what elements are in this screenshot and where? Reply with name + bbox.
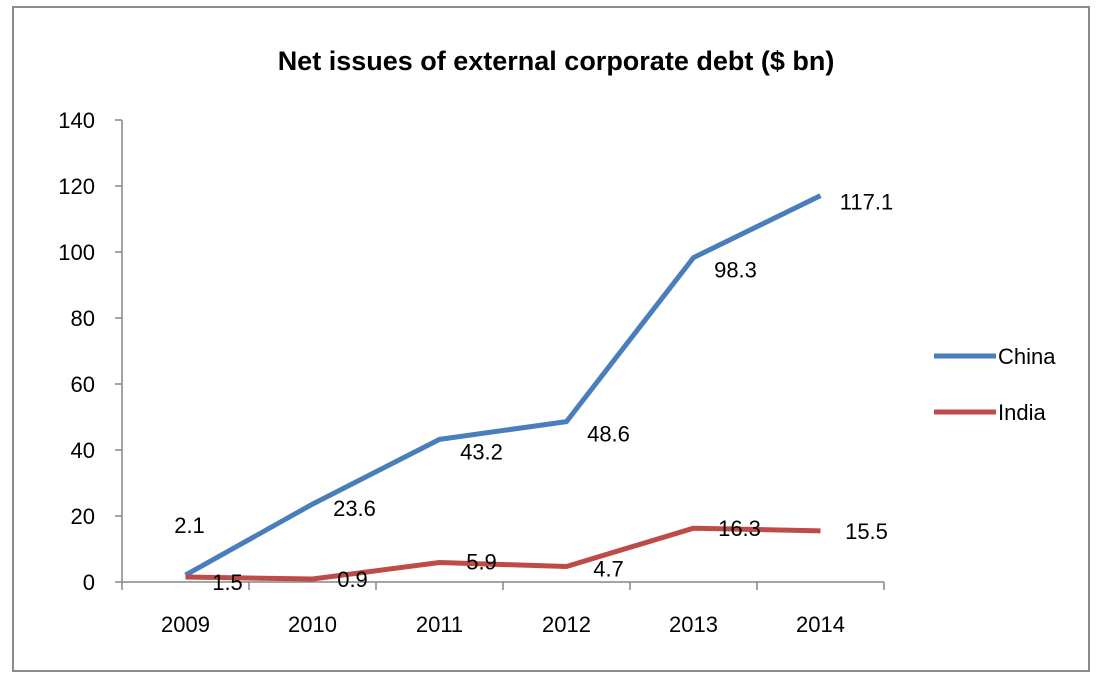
data-label-india: 15.5 xyxy=(845,519,888,544)
y-tick-label: 140 xyxy=(58,108,95,133)
data-label-china: 117.1 xyxy=(840,190,893,215)
data-label-china: 98.3 xyxy=(714,258,757,283)
chart-frame xyxy=(12,6,1090,672)
data-label-china: 48.6 xyxy=(587,422,630,447)
chart-title: Net issues of external corporate debt ($… xyxy=(278,46,835,76)
y-tick-label: 40 xyxy=(71,438,95,463)
data-label-china: 23.6 xyxy=(333,496,376,521)
data-label-india: 5.9 xyxy=(466,550,497,575)
data-label-india: 16.3 xyxy=(718,516,761,541)
legend-label-china: China xyxy=(998,344,1056,369)
chart-legend: China India xyxy=(934,344,1056,425)
x-tick-label: 2013 xyxy=(669,612,718,637)
data-labels-layer: 2.1 23.6 43.2 48.6 98.3 117.1 1.5 0.9 5.9 4.7 16.3… xyxy=(174,190,893,595)
data-label-india: 1.5 xyxy=(212,570,243,595)
chart-axes: 0 20 40 60 80 100 120 140 2009 2010 2011 2012 2013 20… xyxy=(58,108,885,637)
data-label-india: 0.9 xyxy=(337,567,368,592)
data-label-china: 43.2 xyxy=(460,439,503,464)
x-tick-label: 2011 xyxy=(416,612,463,637)
data-label-china: 2.1 xyxy=(174,513,205,538)
x-tick-label: 2014 xyxy=(796,612,845,637)
data-label-india: 4.7 xyxy=(593,556,624,581)
series-line-india xyxy=(185,525,821,582)
y-tick-label: 60 xyxy=(71,372,95,397)
y-tick-label: 0 xyxy=(83,570,95,595)
y-tick-label: 120 xyxy=(58,174,95,199)
x-tick-label: 2012 xyxy=(542,612,591,637)
series-line-china xyxy=(184,193,822,578)
y-tick-label: 80 xyxy=(71,306,95,331)
series-layer xyxy=(184,193,822,582)
legend-label-india: India xyxy=(998,400,1046,425)
y-tick-label: 100 xyxy=(58,240,95,265)
x-tick-label: 2009 xyxy=(161,612,210,637)
y-tick-label: 20 xyxy=(71,504,95,529)
x-tick-label: 2010 xyxy=(288,612,337,637)
